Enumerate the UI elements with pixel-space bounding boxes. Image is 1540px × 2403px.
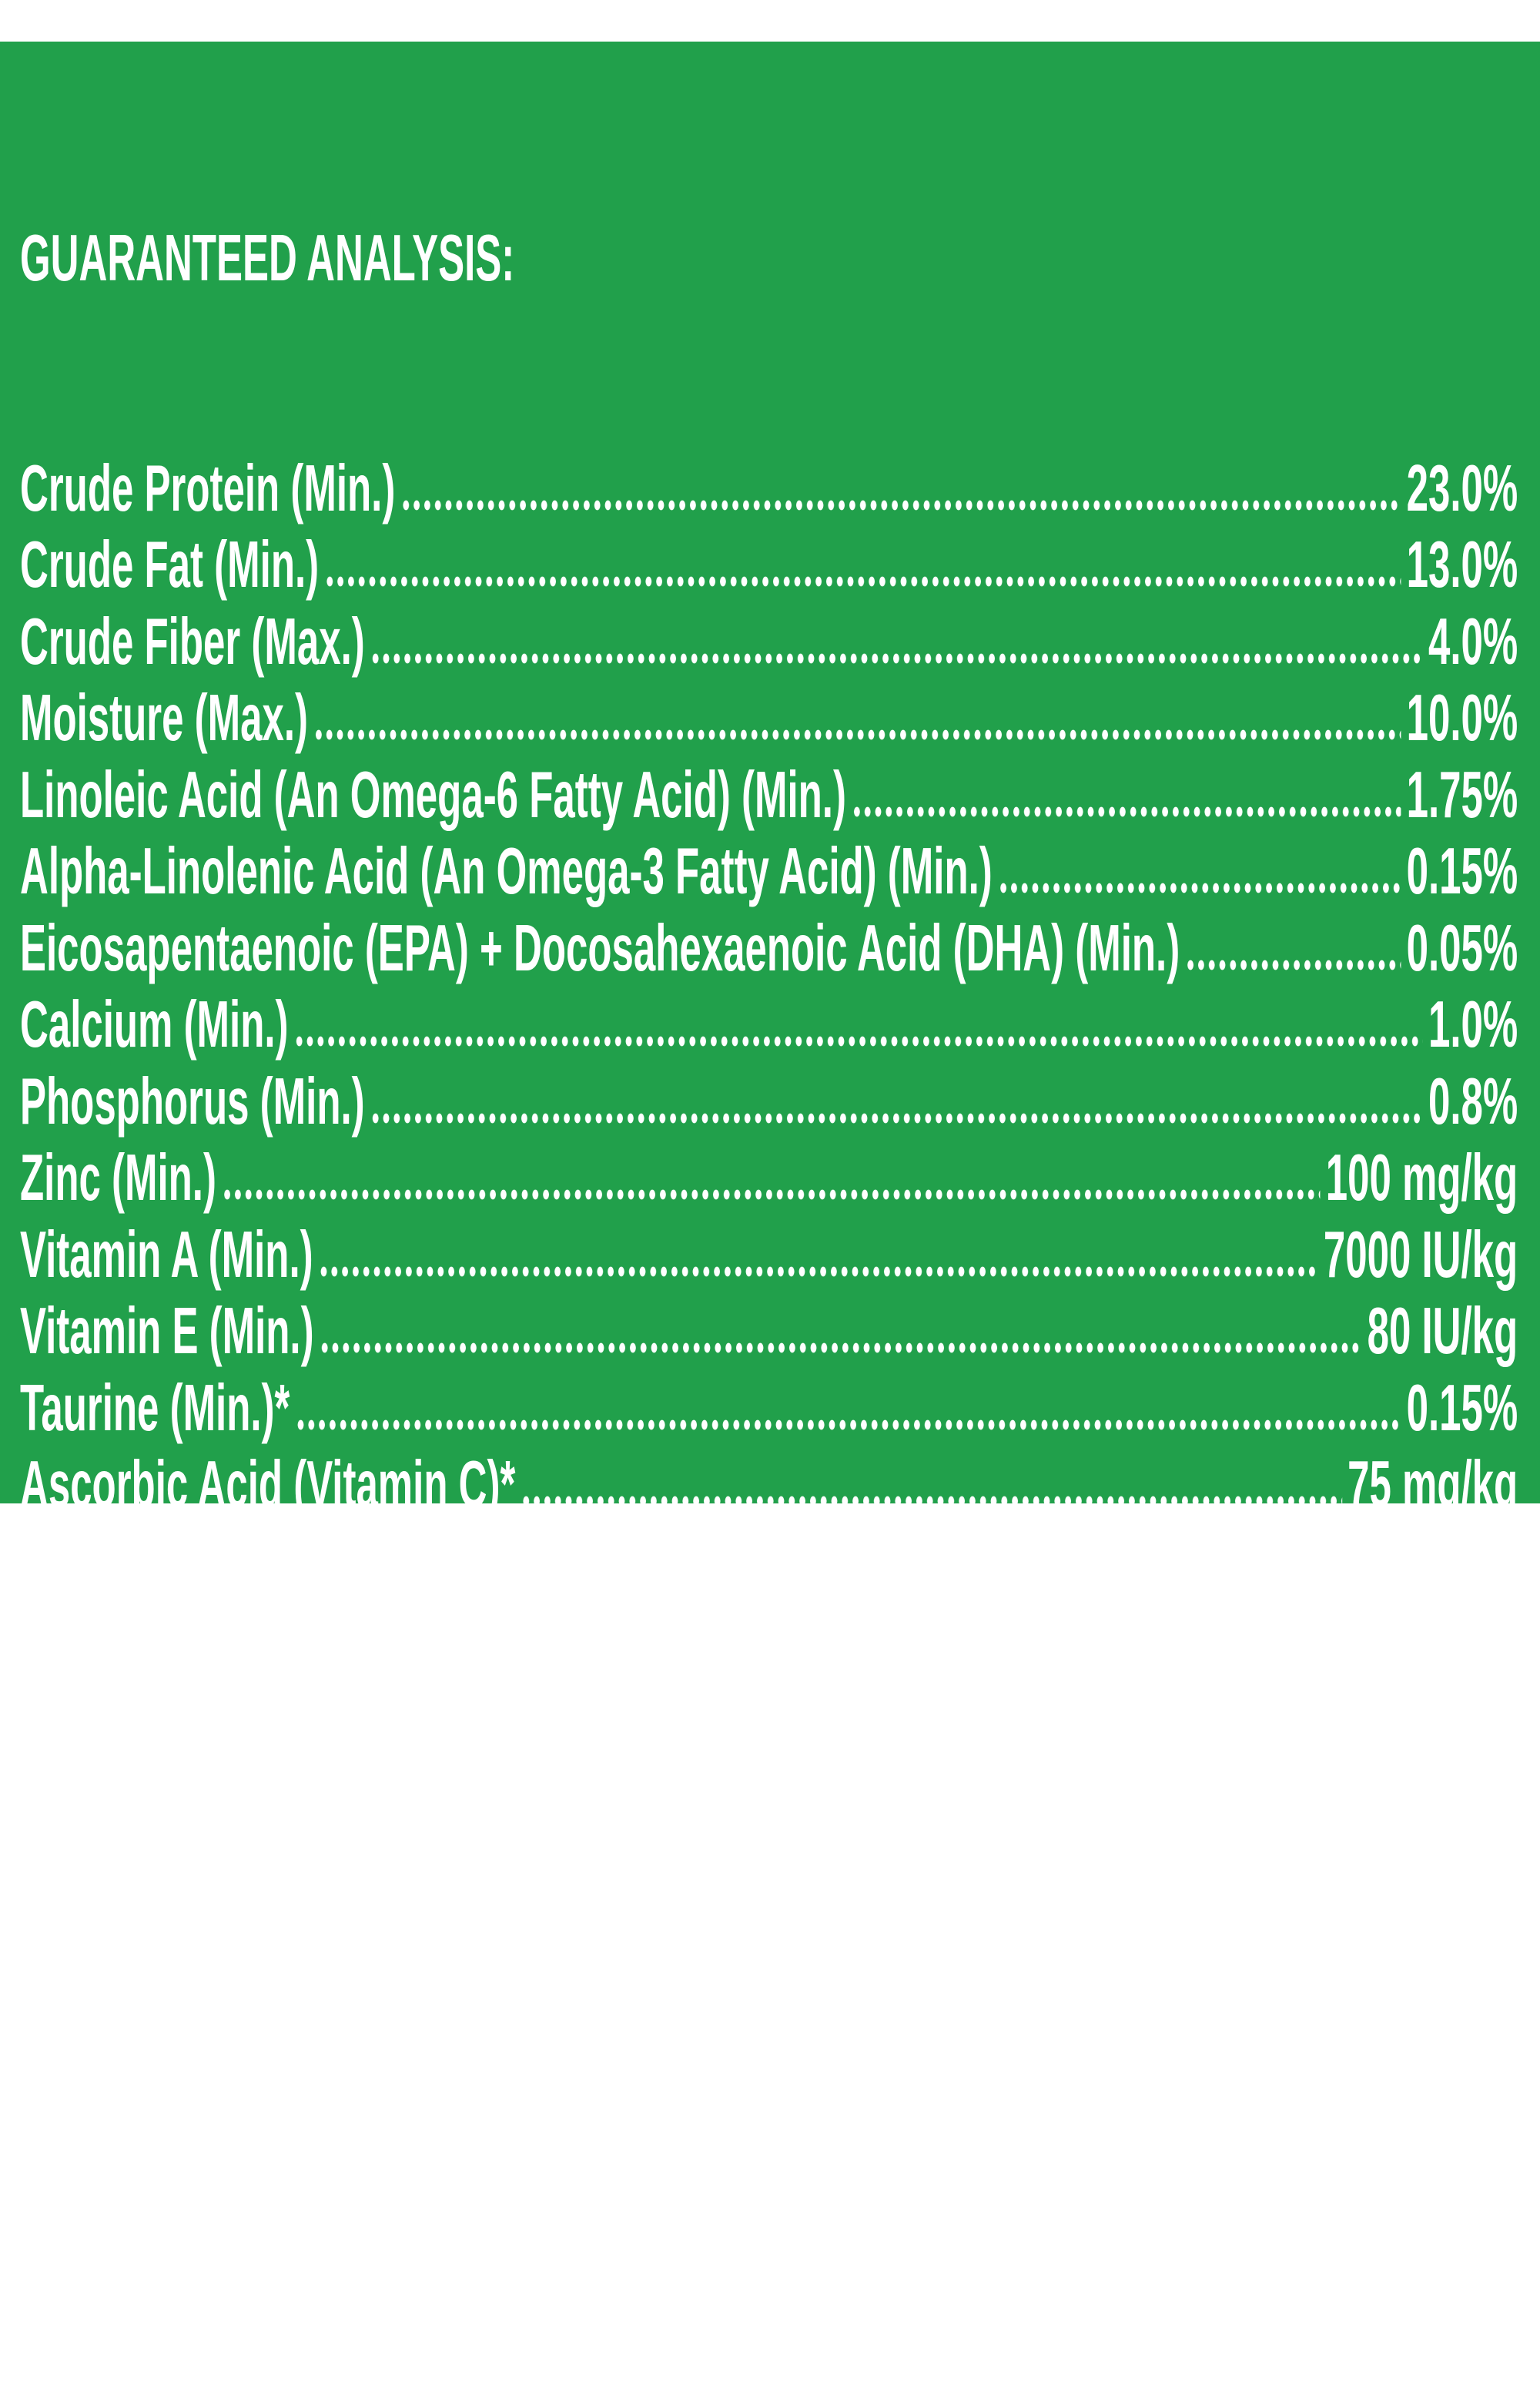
footnote: *Not recognized as an essential nutrient… [20,1677,1540,1751]
row-value: 23.0% [1406,451,1518,525]
row-label: Moisture (Max.) [20,682,309,755]
row-value: 1.0% [1428,988,1518,1061]
row-value: 13.0% [1406,528,1518,602]
dot-leader [293,1036,1423,1047]
analysis-row: Calcium (Min.) 1.0% [20,987,1518,1064]
content: GUARANTEED ANALYSIS: Crude Protein (Min.… [20,67,1540,2403]
row-label: Zinc (Min.) [20,1141,216,1215]
row-value: 10.0% [1406,682,1518,755]
dot-leader [319,1342,1362,1353]
analysis-row: Linoleic Acid (An Omega-6 Fatty Acid) (M… [20,757,1518,834]
analysis-row: Alpha-Linolenic Acid (An Omega-3 Fatty A… [20,833,1518,910]
page: GUARANTEED ANALYSIS: Crude Protein (Min.… [0,42,1540,2248]
row-value: 80 IU/kg [1367,1295,1518,1368]
dot-leader [222,1189,1321,1200]
analysis-row: Moisture (Max.) 10.0% [20,680,1518,757]
dot-leader [370,1112,1423,1124]
analysis-row: Phosphorus (Min.) 0.8% [20,1064,1518,1141]
row-label: Calcium (Min.) [20,988,289,1061]
row-value: 0.05% [1406,911,1518,985]
row-value: 0.15% [1406,1371,1518,1445]
row-value: 0.15% [1406,835,1518,908]
analysis-row: Crude Fat (Min.) 13.0% [20,527,1518,604]
row-label: Crude Fiber (Max.) [20,605,365,679]
row-label: Crude Fat (Min.) [20,528,320,602]
row-label: Alpha-Linolenic Acid (An Omega-3 Fatty A… [20,835,993,908]
row-label: Linoleic Acid (An Omega-6 Fatty Acid) (M… [20,758,846,832]
calorie-text: Metabolizable Energy (ME) 3575 kcal/kg; … [20,2174,1029,2248]
analysis-row: Vitamin E (Min.) 80 IU/kg [20,1293,1518,1370]
row-value: 4.0% [1428,605,1518,679]
row-label: Vitamin A (Min.) [20,1218,313,1292]
dot-leader [313,729,1401,740]
dot-leader [997,883,1401,893]
row-label: Crude Protein (Min.) [20,451,396,525]
dot-leader [400,499,1401,511]
dot-leader [324,576,1401,587]
analysis-row: Eicosapentaenoic (EPA) + Docosahexaenoic… [20,910,1518,987]
row-value: 1.75% [1406,758,1518,832]
row-value: 75 mg/kg [1348,1448,1518,1521]
dot-leader [295,1419,1401,1430]
row-value: 100 mg/kg [1325,1141,1518,1215]
row-value: 7000 IU/kg [1323,1218,1518,1292]
dot-leader [521,1496,1342,1506]
analysis-row: Vitamin A (Min.) 7000 IU/kg [20,1217,1518,1294]
dot-leader [852,806,1401,817]
row-label: Phosphorus (Min.) [20,1064,365,1138]
analysis-row: Taurine (Min.)* 0.15% [20,1370,1518,1447]
analysis-row: Zinc (Min.) 100 mg/kg [20,1140,1518,1217]
row-label: Eicosapentaenoic (EPA) + Docosahexaenoic… [20,911,1180,985]
row-label: Taurine (Min.)* [20,1371,290,1445]
analysis-row: Crude Fiber (Max.) 4.0% [20,604,1518,681]
analysis-row: Crude Protein (Min.) 23.0% [20,451,1518,528]
rows: Crude Protein (Min.) 23.0% Crude Fat (Min.… [20,451,1518,1523]
dot-leader [1185,959,1401,970]
dot-leader [318,1265,1318,1277]
analysis-row: Ascorbic Acid (Vitamin C)* 75 mg/kg [20,1446,1518,1523]
row-value: 0.8% [1428,1064,1518,1138]
dot-leader [370,652,1423,664]
calorie-heading: CALORIE CONTENT (CALCULATED): [20,1945,713,2018]
row-label: Vitamin E (Min.) [20,1295,314,1368]
label-panel: GUARANTEED ANALYSIS: Crude Protein (Min.… [0,42,1540,2248]
title: GUARANTEED ANALYSIS: [20,222,515,295]
row-label: Ascorbic Acid (Vitamin C)* [20,1448,516,1521]
